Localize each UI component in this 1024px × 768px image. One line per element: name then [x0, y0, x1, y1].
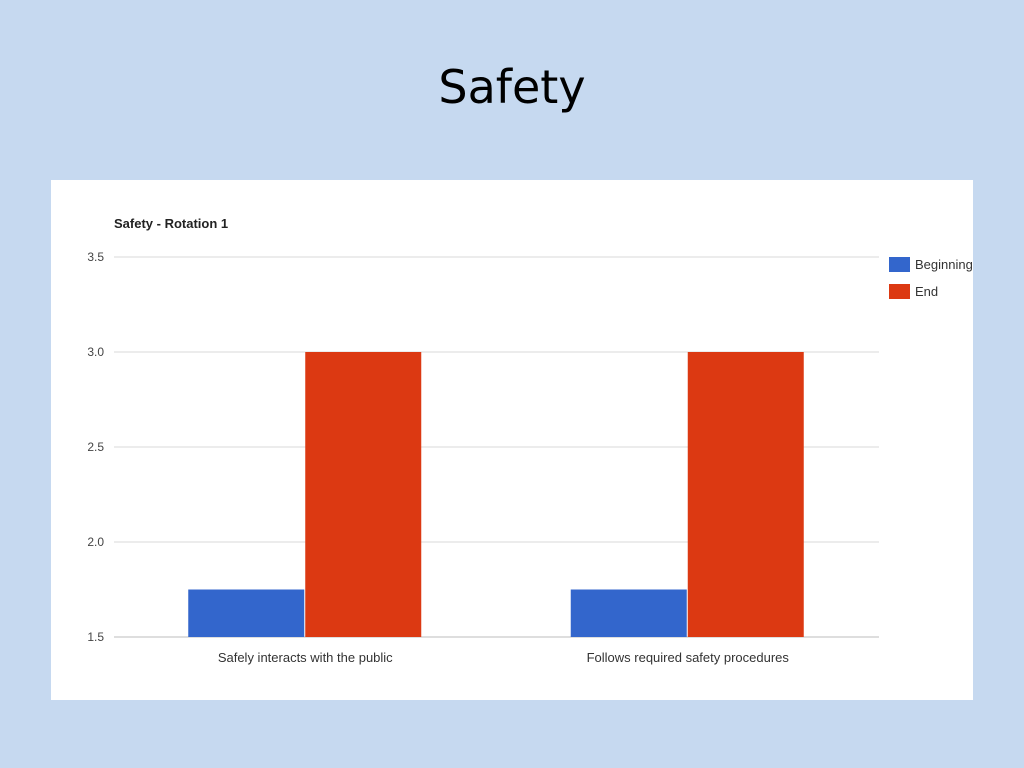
chart-title: Safety - Rotation 1 [114, 216, 228, 231]
bar-end-2 [687, 352, 804, 637]
bar-beginning-1 [188, 589, 305, 637]
legend-swatch [889, 284, 910, 299]
bars [188, 352, 804, 637]
bar-chart: Safety - Rotation 1 1.5 2.0 2.5 3.0 3.5 Safel… [87, 216, 973, 665]
bar-end-1 [305, 352, 422, 637]
axis-labels: 1.5 2.0 2.5 3.0 3.5 Safely interacts with the… [87, 250, 789, 665]
bar-beginning-2 [570, 589, 687, 637]
legend-label: Beginning [915, 257, 973, 272]
x-tick-label: Safely interacts with the public [218, 650, 393, 665]
legend-label: End [915, 284, 938, 299]
legend: Beginning End [889, 257, 973, 299]
chart-panel: Safety - Rotation 1 1.5 2.0 2.5 3.0 3.5 Safel… [51, 180, 973, 700]
x-tick-label: Follows required safety procedures [587, 650, 790, 665]
y-tick-label: 2.0 [87, 535, 104, 549]
y-tick-label: 3.0 [87, 345, 104, 359]
legend-swatch [889, 257, 910, 272]
y-tick-label: 1.5 [87, 630, 104, 644]
y-tick-label: 3.5 [87, 250, 104, 264]
y-tick-label: 2.5 [87, 440, 104, 454]
slide-title: Safety [438, 60, 586, 114]
